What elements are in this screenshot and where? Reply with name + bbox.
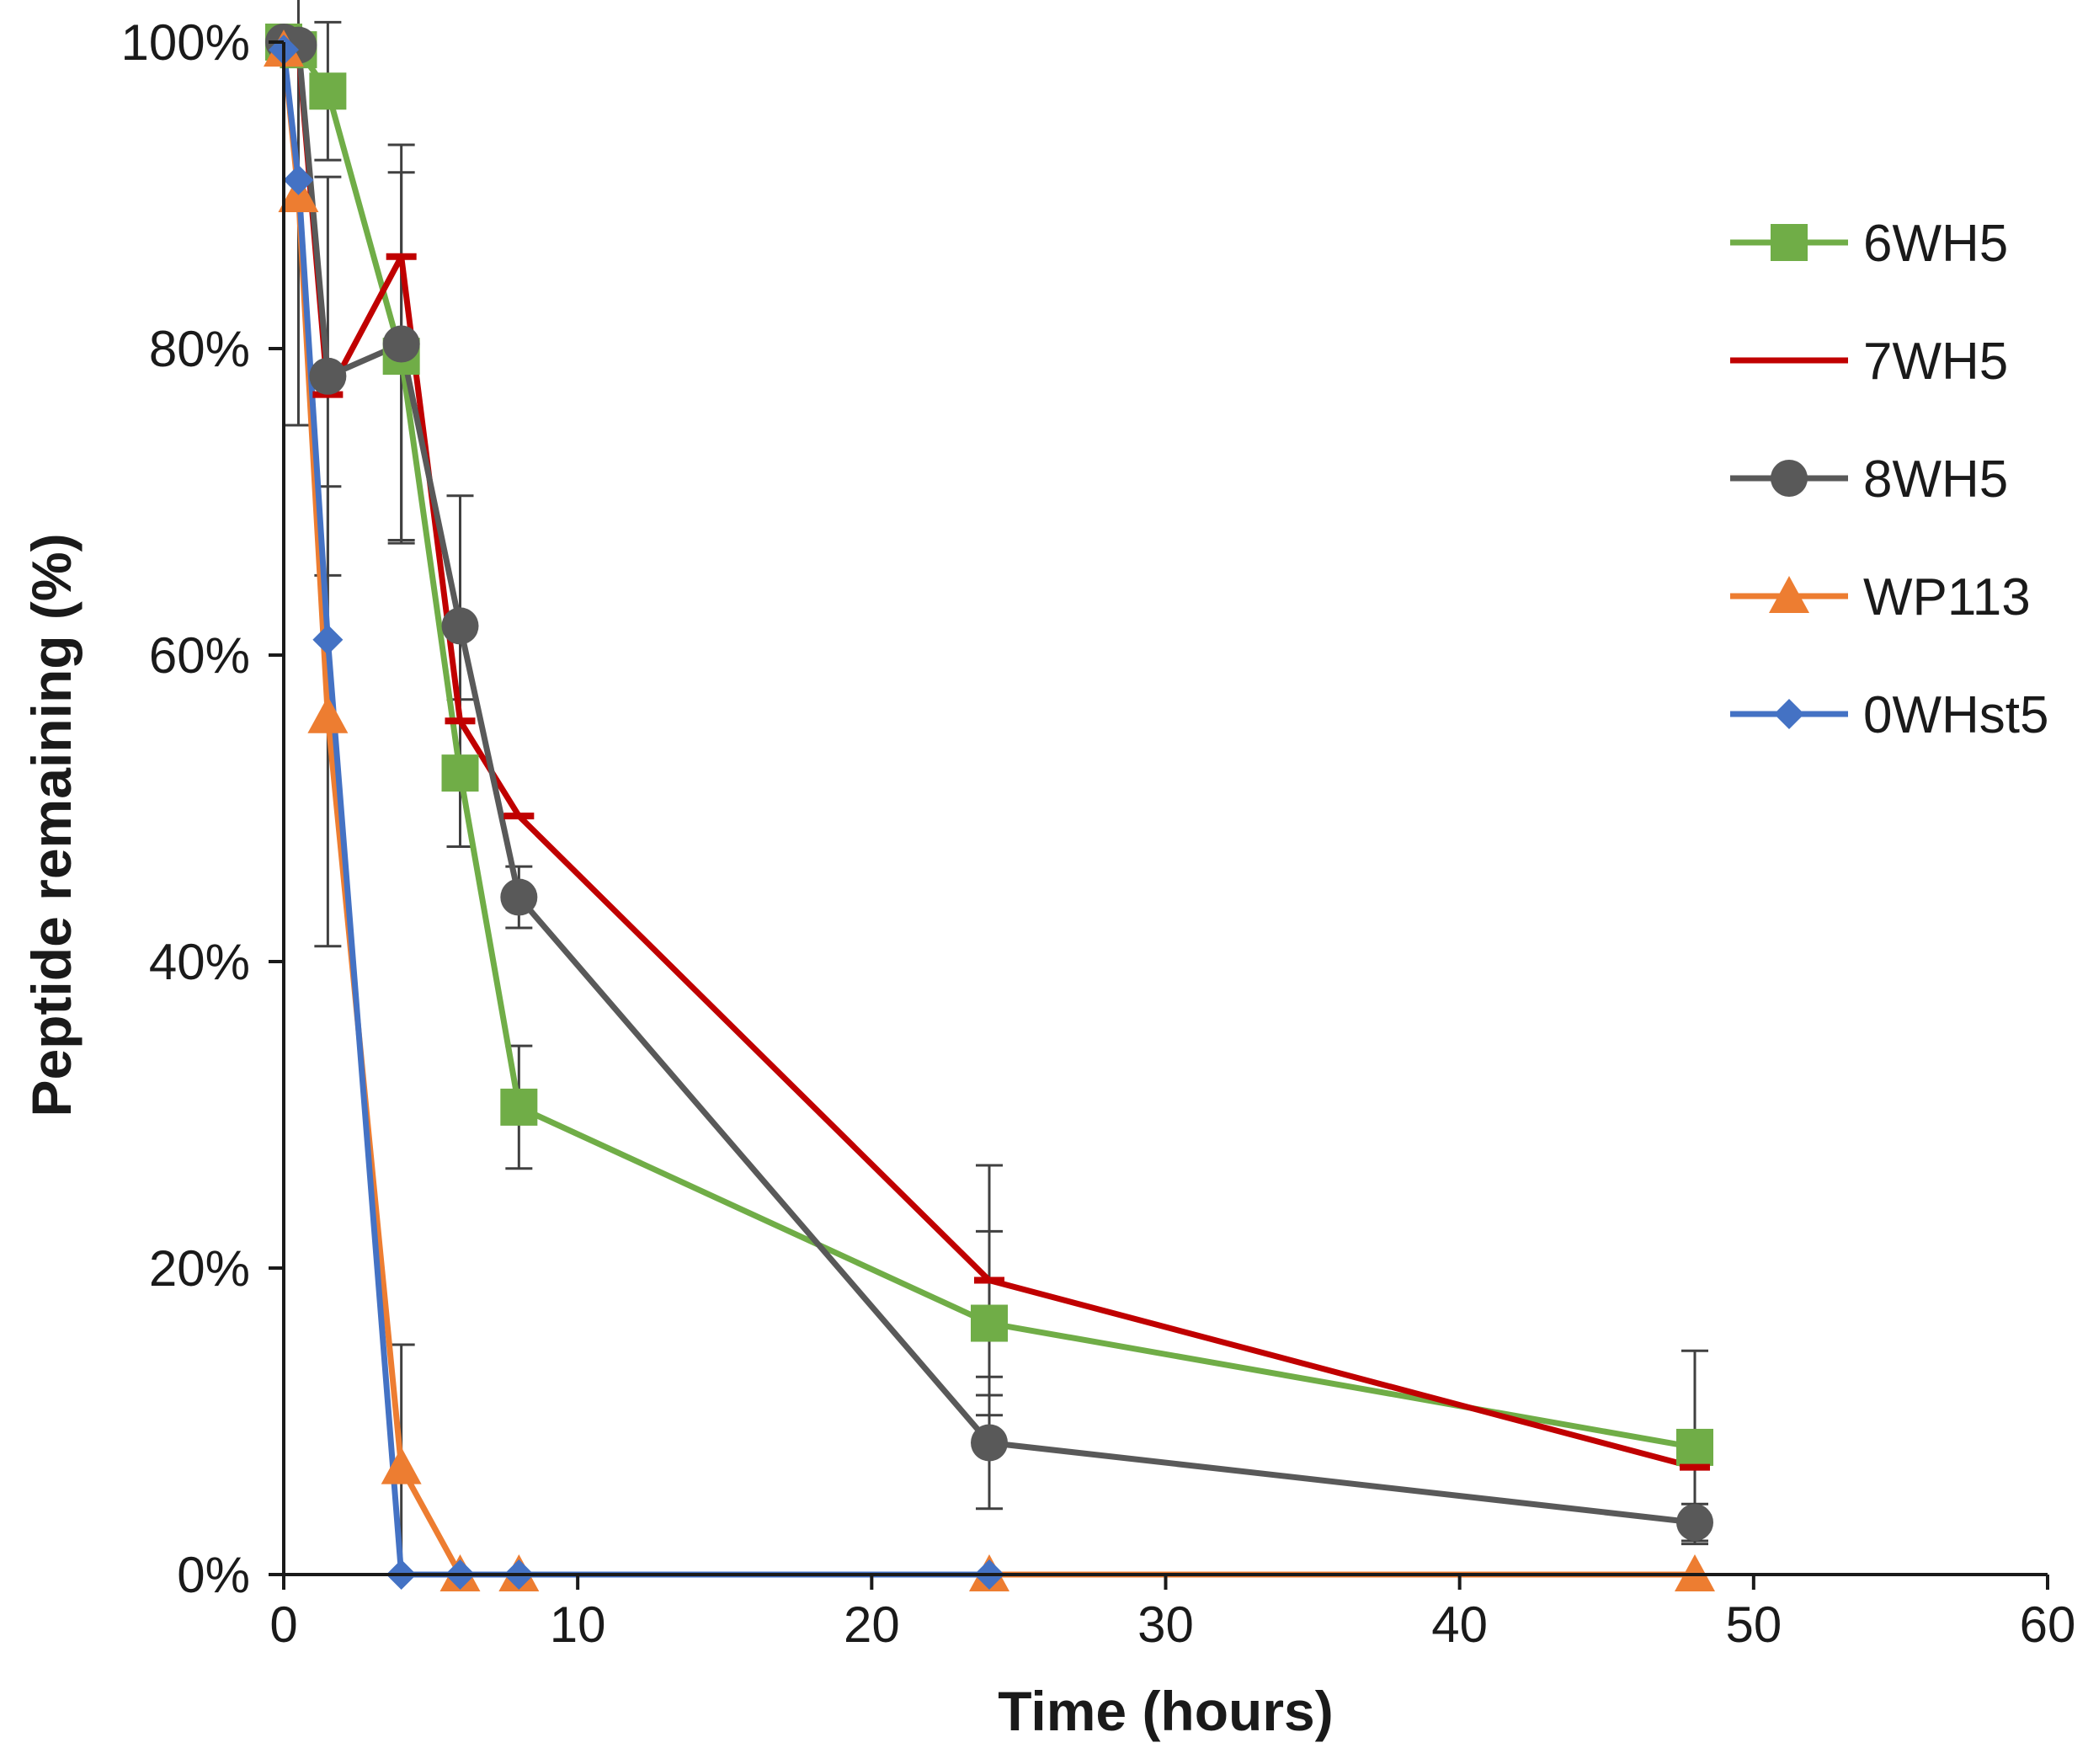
legend-marker-wp113 bbox=[1769, 576, 1809, 613]
x-tick-label: 40 bbox=[1431, 1596, 1488, 1653]
y-ticks: 0% 20% 40% 60% 80% 100% bbox=[121, 14, 284, 1603]
data-point-8wh5 bbox=[1676, 1504, 1713, 1542]
y-tick-label: 20% bbox=[149, 1240, 250, 1297]
x-tick-label: 60 bbox=[2020, 1596, 2076, 1653]
data-point-8wh5 bbox=[971, 1424, 1008, 1462]
data-point-6wh5 bbox=[971, 1304, 1008, 1342]
x-ticks: 0 10 20 30 40 50 60 bbox=[269, 1575, 2075, 1653]
legend-marker-8wh5 bbox=[1771, 460, 1808, 497]
y-tick-label: 0% bbox=[177, 1547, 250, 1603]
legend-label-6wh5: 6WH5 bbox=[1863, 215, 2008, 273]
y-tick-label: 60% bbox=[149, 627, 250, 684]
data-point-wp113 bbox=[307, 695, 349, 733]
y-axis-title: Peptide remaining (%) bbox=[20, 533, 83, 1116]
legend: 6WH5 7WH5 8WH5 WP113 0WHst5 bbox=[1730, 215, 2048, 744]
axes bbox=[282, 42, 2048, 1576]
data-point-6wh5 bbox=[1676, 1428, 1713, 1466]
x-tick-label: 10 bbox=[550, 1596, 606, 1653]
data-point-8wh5 bbox=[441, 607, 479, 645]
y-tick-label: 100% bbox=[121, 14, 250, 71]
x-tick-label: 30 bbox=[1137, 1596, 1194, 1653]
x-tick-label: 0 bbox=[269, 1596, 297, 1653]
legend-label-wp113: WP113 bbox=[1863, 568, 2031, 626]
data-point-8wh5 bbox=[500, 878, 538, 916]
data-point-6wh5 bbox=[441, 754, 479, 792]
series-line-8wh5 bbox=[283, 39, 1696, 1526]
x-tick-label: 20 bbox=[844, 1596, 900, 1653]
data-point-6wh5 bbox=[500, 1088, 538, 1126]
x-tick-label: 50 bbox=[1725, 1596, 1782, 1653]
x-axis-title: Time (hours) bbox=[998, 1680, 1333, 1742]
y-tick-label: 40% bbox=[149, 934, 250, 990]
data-point-0whst5 bbox=[283, 164, 314, 195]
data-point-8wh5 bbox=[382, 325, 420, 363]
data-point-8wh5 bbox=[309, 357, 347, 395]
legend-label-7wh5: 7WH5 bbox=[1863, 333, 2008, 391]
data-point-wp113 bbox=[381, 1447, 422, 1484]
data-point-0whst5 bbox=[312, 624, 344, 655]
data-point-6wh5 bbox=[309, 72, 347, 110]
legend-label-8wh5: 8WH5 bbox=[1863, 450, 2008, 509]
y-tick-label: 80% bbox=[149, 321, 250, 377]
legend-label-0whst5: 0WHst5 bbox=[1863, 686, 2048, 744]
legend-marker-6wh5 bbox=[1771, 224, 1808, 261]
legend-marker-0whst5 bbox=[1774, 699, 1804, 729]
